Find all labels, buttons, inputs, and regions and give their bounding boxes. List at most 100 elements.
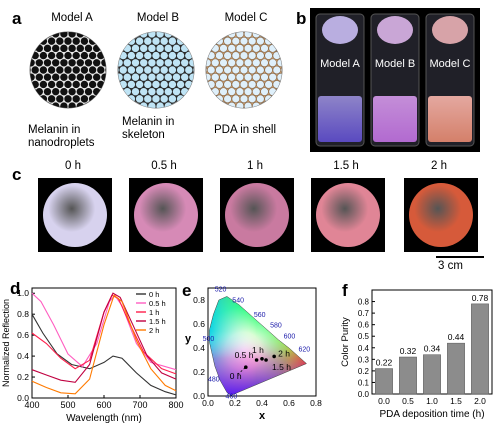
- y-tick-label: 0.6: [358, 321, 370, 330]
- shell-particle: [232, 109, 240, 112]
- y-tick-label: 0.6: [193, 319, 205, 329]
- shell-particle: [207, 65, 216, 75]
- nanodroplet: [80, 51, 89, 60]
- shell-particle: [248, 109, 256, 112]
- pore: [160, 51, 168, 60]
- shell-particle: [248, 65, 257, 75]
- pore: [161, 110, 168, 112]
- nanodroplet: [109, 30, 116, 37]
- nanodroplet: [68, 102, 76, 108]
- legend-label-2: 1 h: [149, 308, 159, 317]
- shell-particle: [289, 30, 297, 31]
- nanodroplet: [101, 32, 106, 38]
- pore: [135, 95, 144, 103]
- y-tick-label: 0.4: [358, 344, 370, 353]
- pore: [131, 87, 140, 96]
- pore: [123, 102, 132, 108]
- x-tick-label: 700: [132, 400, 147, 410]
- nanodroplet: [30, 80, 31, 89]
- nanodroplet: [60, 59, 68, 67]
- shell-particle: [239, 94, 249, 104]
- shell-particle: [191, 30, 199, 31]
- nanodroplet: [114, 37, 121, 44]
- pore: [118, 37, 119, 45]
- shell-particle: [280, 65, 282, 75]
- pore: [172, 32, 181, 38]
- nanodroplet: [31, 37, 39, 45]
- shell-particle: [235, 32, 245, 39]
- panel-label-d: d: [10, 279, 21, 298]
- pore: [128, 110, 135, 112]
- nanodroplet: [88, 51, 97, 60]
- shell-particle: [260, 101, 269, 108]
- y-tick-label: 0.3: [358, 355, 370, 364]
- series-line-0: [31, 313, 177, 396]
- shell-particle: [276, 32, 282, 39]
- shell-particle: [260, 32, 269, 39]
- pore: [160, 80, 168, 89]
- pore: [185, 110, 192, 112]
- shell-particle: [285, 30, 293, 38]
- bar-value-label-3: 0.44: [448, 332, 465, 342]
- nanodroplet: [60, 73, 68, 81]
- model-a-schematic: [29, 30, 121, 112]
- shell-particle: [215, 80, 224, 89]
- nanodroplet: [93, 59, 101, 67]
- y-tick-label: 0.8: [358, 298, 370, 307]
- pore: [135, 66, 144, 74]
- nanodroplet: [56, 110, 63, 112]
- nanodroplet: [101, 44, 106, 53]
- shell-particle: [227, 73, 236, 82]
- cie-point-label-0: 0 h: [230, 371, 242, 381]
- shell-particle: [243, 87, 253, 96]
- shell-particle: [281, 109, 289, 112]
- shell-particle: [239, 36, 249, 46]
- nanodroplet: [43, 87, 52, 96]
- pore: [140, 87, 148, 96]
- nanodroplet: [84, 87, 93, 96]
- wavelength-label: 500: [203, 336, 215, 343]
- panel-label-e: e: [182, 281, 192, 300]
- pore: [181, 102, 189, 108]
- time-label-4: 2 h: [431, 160, 447, 172]
- nanodroplet: [80, 37, 89, 45]
- pore: [156, 87, 164, 96]
- shell-particle: [223, 65, 232, 75]
- nanodroplet: [43, 32, 52, 38]
- pore: [189, 102, 194, 108]
- pore: [185, 95, 193, 103]
- shell-particle: [265, 30, 273, 31]
- nanodroplet: [30, 102, 35, 108]
- cie-point-label-2: 1 h: [252, 345, 264, 355]
- wavelength-label: 620: [298, 347, 310, 354]
- shell-particle: [260, 87, 269, 96]
- shell-particle: [293, 73, 301, 81]
- pore: [193, 51, 194, 60]
- nanodroplet: [30, 51, 31, 60]
- shell-particle: [289, 52, 297, 60]
- pore: [144, 51, 152, 60]
- nanodroplet: [80, 66, 89, 74]
- sample-photo-1: [129, 178, 203, 252]
- pore: [168, 66, 177, 74]
- shell-particle: [273, 30, 281, 31]
- shell-particle: [285, 44, 293, 52]
- pore: [152, 95, 160, 103]
- pore: [152, 110, 159, 112]
- cie-outline: [209, 296, 307, 396]
- y-tick-label: 0.0: [358, 390, 370, 399]
- pore: [119, 66, 127, 74]
- shell-particle: [240, 109, 248, 112]
- cie-point-label-4: 2 h: [278, 348, 290, 358]
- x-tick-label-1: 0.5: [402, 396, 414, 406]
- nanodroplet: [93, 73, 101, 81]
- nanodroplet: [56, 37, 64, 45]
- nanodroplet: [88, 66, 97, 74]
- nanodroplet: [40, 110, 47, 112]
- nanodroplet: [101, 102, 106, 108]
- pore: [144, 37, 152, 45]
- shell-particle: [227, 44, 236, 53]
- cie-chart: 0.0 0.2 0.4 0.6 0.8 0.0 0.2 0.4 0.6 0.8 x y 520 540 56…: [185, 287, 322, 422]
- shell-particle: [227, 87, 236, 96]
- pore: [118, 80, 119, 89]
